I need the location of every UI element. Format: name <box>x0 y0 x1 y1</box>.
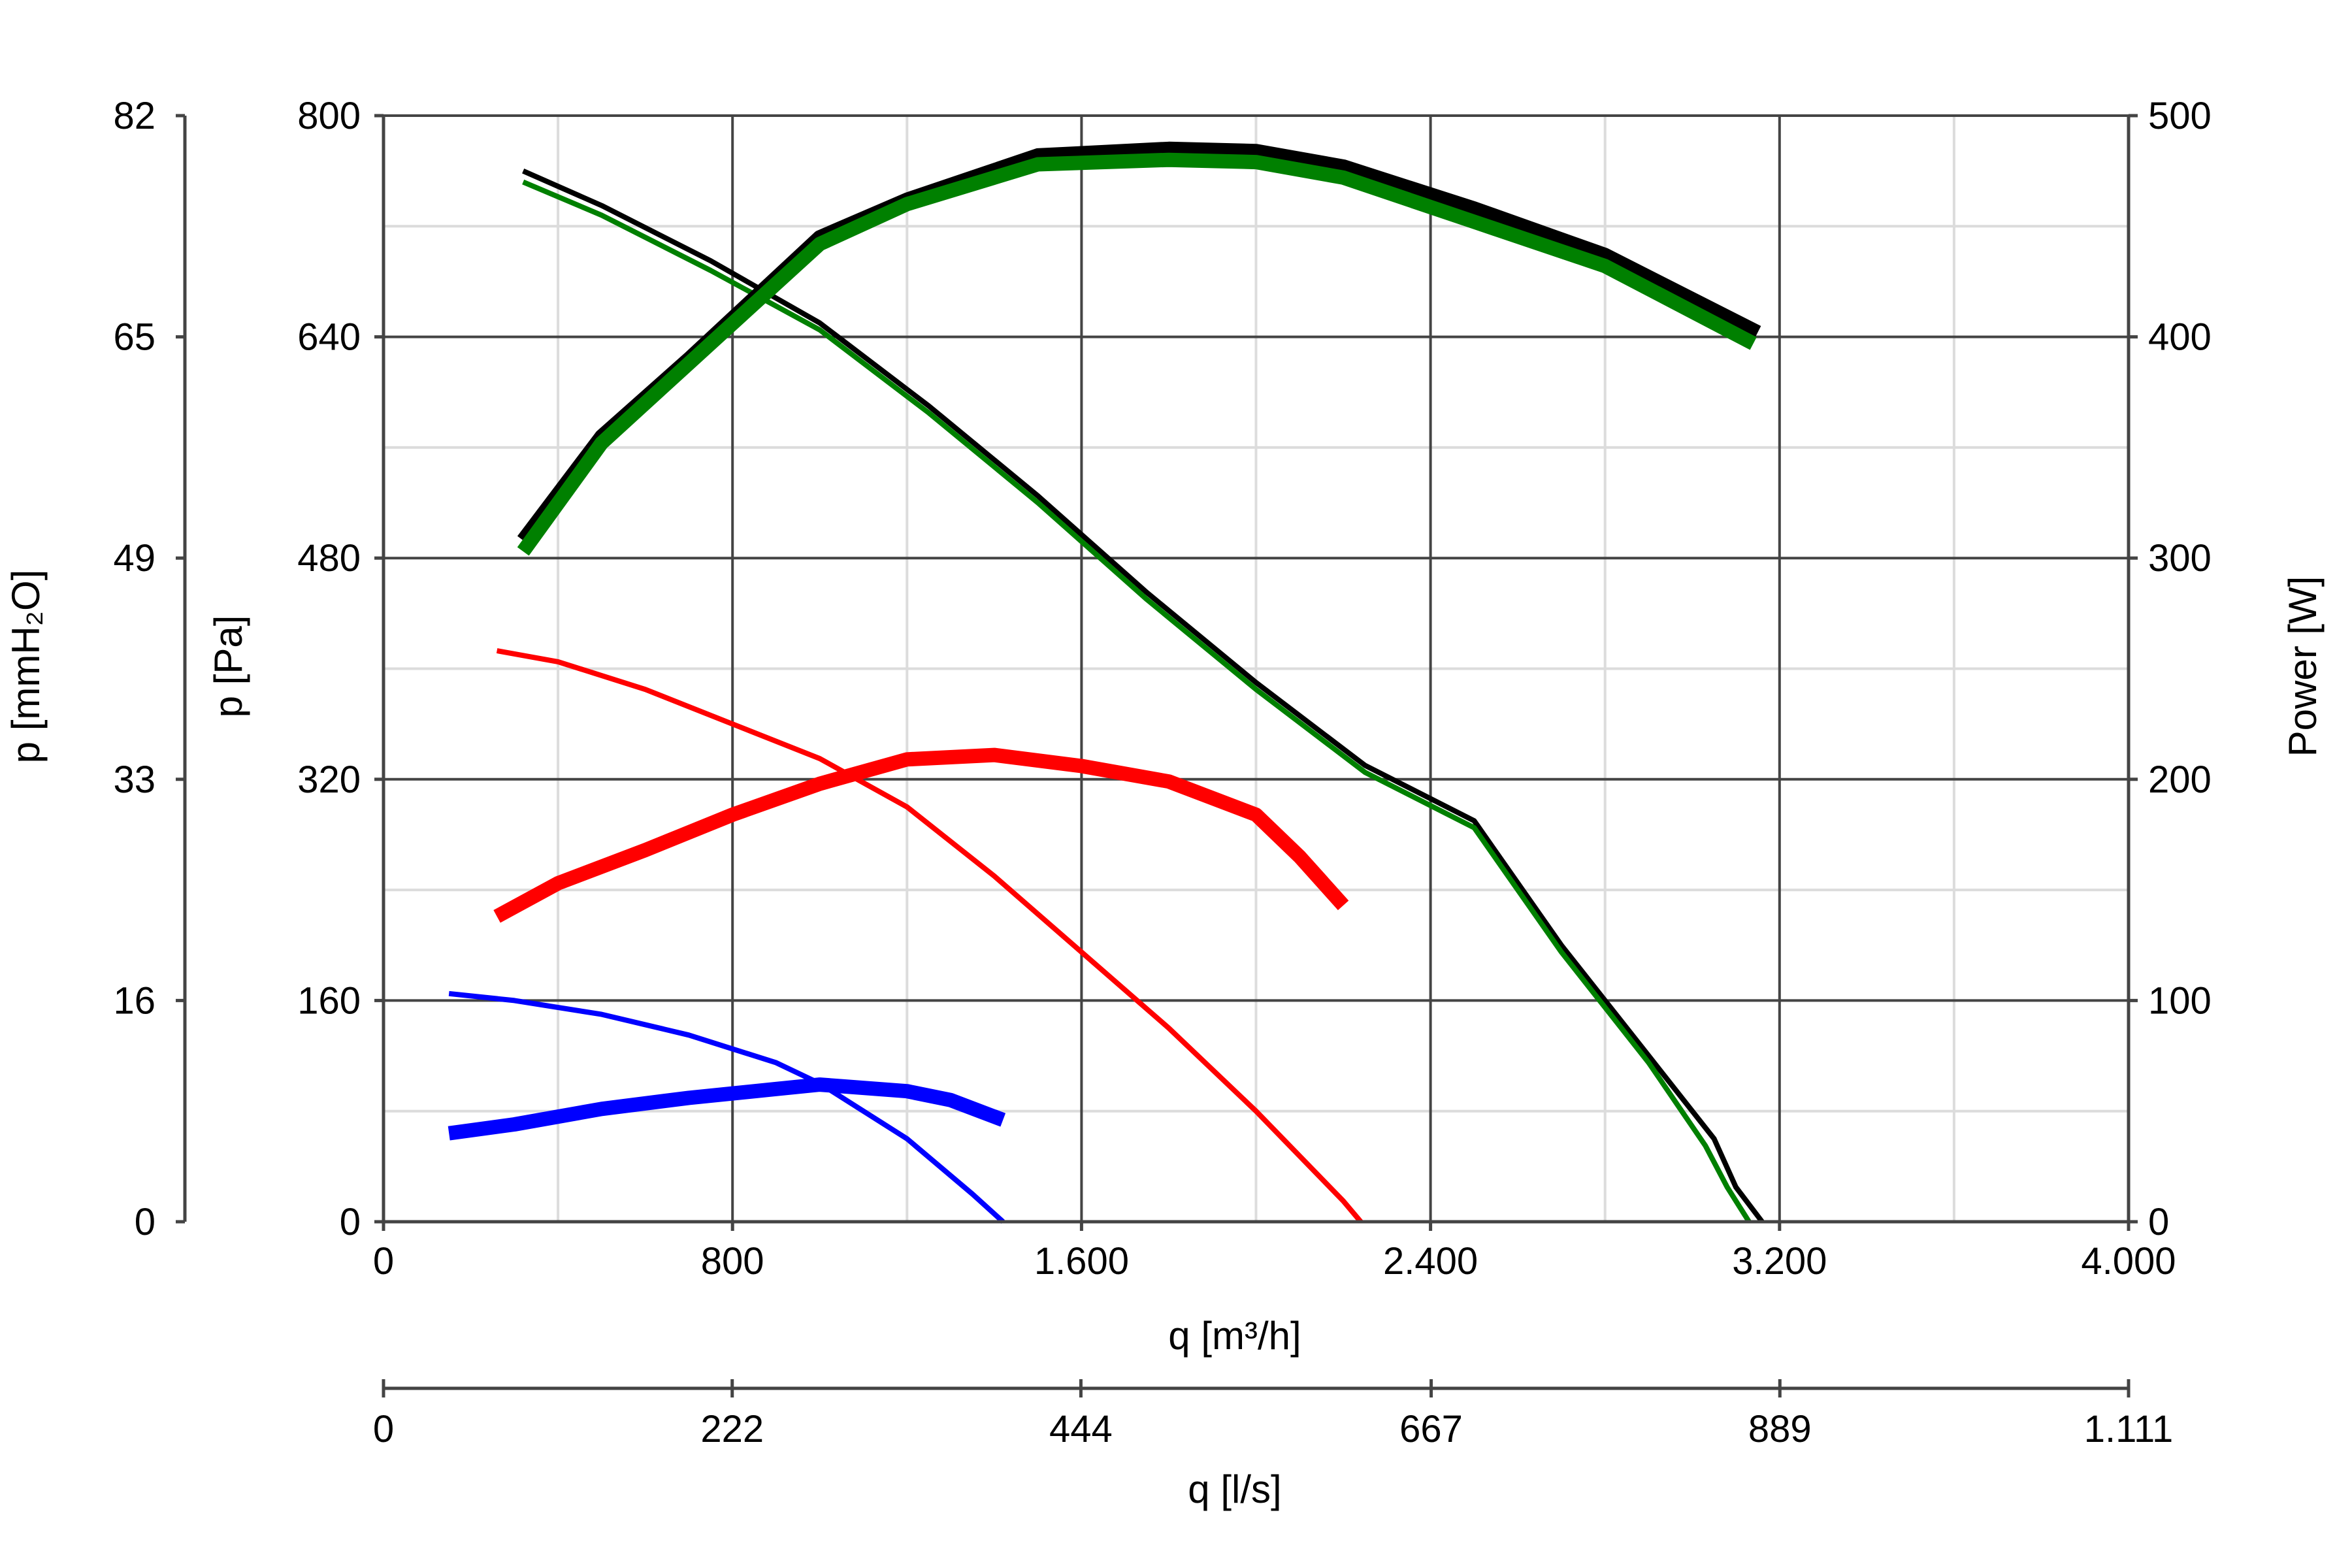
y-axis-title: p [Pa] <box>206 615 250 718</box>
y-outer-axis-title: p [mmH₂O] <box>4 570 48 764</box>
minor-grid <box>384 116 2129 1222</box>
x-tick-label: 0 <box>373 1240 394 1282</box>
x-tick-label: 4.000 <box>2081 1240 2176 1282</box>
x-axis-title: q [m³/h] <box>1168 1314 1301 1358</box>
y-tick-label: 640 <box>297 316 361 359</box>
power-curve-5 <box>517 152 1757 556</box>
power-curve-6 <box>493 747 1349 923</box>
y-outer-tick-label: 65 <box>113 316 155 359</box>
x2-tick-label: 889 <box>1748 1408 1812 1450</box>
pressure-curve-1 <box>522 179 1752 1224</box>
x-tick-label: 1.600 <box>1034 1240 1129 1282</box>
pressure-curve-0 <box>522 169 1765 1224</box>
y2-tick-label: 200 <box>2148 759 2212 801</box>
pressure-curve-3 <box>448 990 1005 1224</box>
y2-tick-label: 400 <box>2148 316 2212 359</box>
y2-tick-label: 100 <box>2148 979 2212 1022</box>
y2-tick-label: 500 <box>2148 95 2212 137</box>
y-outer-tick-label: 49 <box>113 537 155 580</box>
y-outer-tick-label: 16 <box>113 979 155 1022</box>
y-tick-label: 320 <box>297 759 361 801</box>
y2-tick-label: 0 <box>2148 1201 2169 1243</box>
y-outer-tick-label: 33 <box>113 759 155 801</box>
x2-tick-label: 1.111 <box>2084 1408 2174 1450</box>
x-tick-label: 2.400 <box>1383 1240 1478 1282</box>
x2-tick-label: 667 <box>1399 1408 1463 1450</box>
y-tick-label: 800 <box>297 95 361 137</box>
pressure-curve-2 <box>496 648 1363 1224</box>
y2-axis-title: Power [W] <box>2281 576 2325 757</box>
power-curve-7 <box>448 1077 1006 1141</box>
y-tick-label: 0 <box>340 1201 361 1243</box>
series-layer <box>448 141 1765 1224</box>
x-tick-label: 800 <box>701 1240 764 1282</box>
axes-layer <box>183 116 2131 1390</box>
y-outer-tick-label: 0 <box>135 1201 155 1243</box>
x2-tick-label: 444 <box>1049 1408 1113 1450</box>
x-tick-label: 3.200 <box>1732 1240 1827 1282</box>
y-tick-label: 480 <box>297 537 361 580</box>
y2-tick-label: 300 <box>2148 537 2212 580</box>
y-tick-label: 160 <box>297 979 361 1022</box>
x2-tick-label: 0 <box>373 1408 394 1450</box>
x2-tick-label: 222 <box>700 1408 764 1450</box>
y-outer-tick-label: 82 <box>113 95 155 137</box>
x2-axis-title: q [l/s] <box>1188 1467 1281 1511</box>
